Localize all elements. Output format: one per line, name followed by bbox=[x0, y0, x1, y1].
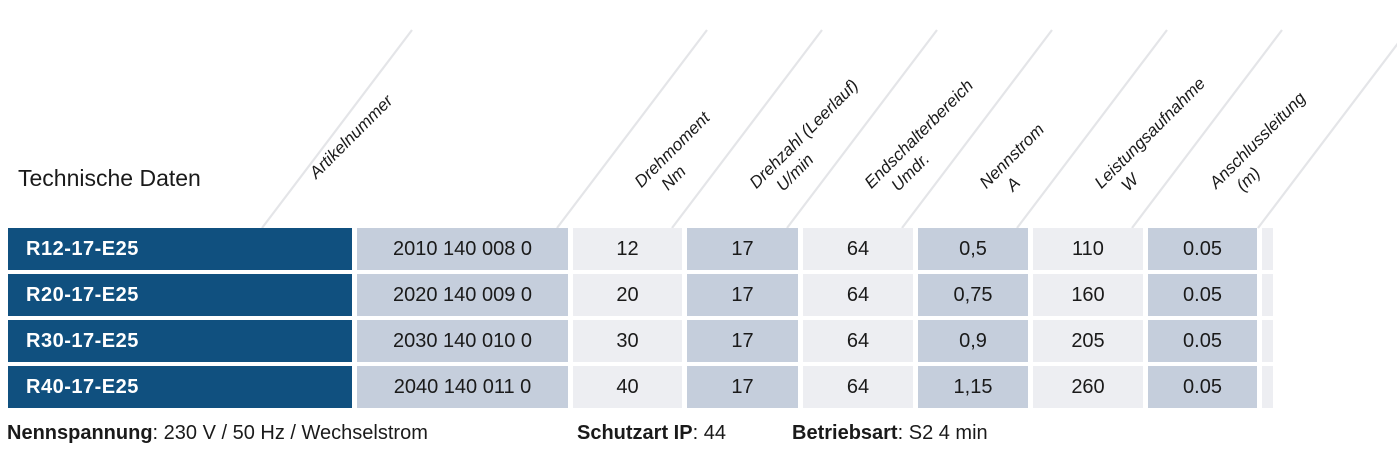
diagonal-separator-line bbox=[1016, 29, 1168, 229]
spacer-cell bbox=[1262, 274, 1273, 316]
data-cell: 30 bbox=[573, 320, 682, 362]
data-cell: 17 bbox=[687, 320, 798, 362]
diagonal-separator-line bbox=[556, 29, 708, 229]
footer-label: Schutzart IP bbox=[577, 422, 693, 444]
footer-separator: : bbox=[897, 422, 909, 444]
model-cell: R30-17-E25 bbox=[8, 320, 352, 362]
data-cell: 2010 140 008 0 bbox=[357, 228, 568, 270]
data-cell: 0.05 bbox=[1148, 274, 1257, 316]
data-cell: 2020 140 009 0 bbox=[357, 274, 568, 316]
data-cell: 0,75 bbox=[918, 274, 1028, 316]
header-diagonal-separators bbox=[261, 29, 1397, 229]
footer-nennspannung: Nennspannung: 230 V / 50 Hz / Wechselstr… bbox=[7, 421, 428, 445]
model-cell: R20-17-E25 bbox=[8, 274, 352, 316]
data-cell: 0,5 bbox=[918, 228, 1028, 270]
diagonal-separator-line bbox=[1257, 42, 1397, 229]
data-cell: 20 bbox=[573, 274, 682, 316]
data-cell: 17 bbox=[687, 228, 798, 270]
data-cell: 1,15 bbox=[918, 366, 1028, 408]
diagonal-separator-line bbox=[901, 29, 1053, 229]
footer-value: 44 bbox=[703, 422, 726, 444]
technical-data-table: R12-17-E25 2010 140 008 0 12 17 64 0,5 110 0.05… bbox=[8, 228, 1273, 408]
diagonal-separator-line bbox=[1131, 29, 1283, 229]
spacer-cell bbox=[1262, 366, 1273, 408]
data-cell: 17 bbox=[687, 366, 798, 408]
footer-schutzart-ip: Schutzart IP: 44 bbox=[577, 421, 726, 445]
data-cell: 2030 140 010 0 bbox=[357, 320, 568, 362]
spacer-cell bbox=[1262, 320, 1273, 362]
footer-label: Betriebsart bbox=[792, 422, 898, 444]
footer-label: Nennspannung bbox=[7, 422, 153, 444]
data-cell: 0.05 bbox=[1148, 228, 1257, 270]
model-cell: R40-17-E25 bbox=[8, 366, 352, 408]
page-title: Technische Daten bbox=[18, 165, 201, 191]
data-cell: 110 bbox=[1033, 228, 1143, 270]
data-cell: 0.05 bbox=[1148, 320, 1257, 362]
model-cell: R12-17-E25 bbox=[8, 228, 352, 270]
data-cell: 205 bbox=[1033, 320, 1143, 362]
footer-separator: : bbox=[152, 422, 164, 444]
diagonal-separator-line bbox=[671, 29, 823, 229]
footer-betriebsart: Betriebsart: S2 4 min bbox=[792, 421, 988, 445]
data-cell: 2040 140 011 0 bbox=[357, 366, 568, 408]
data-cell: 64 bbox=[803, 274, 913, 316]
data-cell: 64 bbox=[803, 366, 913, 408]
data-cell: 160 bbox=[1033, 274, 1143, 316]
diagonal-separator-line bbox=[786, 29, 938, 229]
data-cell: 17 bbox=[687, 274, 798, 316]
data-cell: 12 bbox=[573, 228, 682, 270]
footer-value: S2 4 min bbox=[908, 422, 988, 444]
spacer-cell bbox=[1262, 228, 1273, 270]
data-cell: 64 bbox=[803, 320, 913, 362]
data-cell: 260 bbox=[1033, 366, 1143, 408]
diagonal-separator-line bbox=[261, 29, 413, 229]
data-cell: 64 bbox=[803, 228, 913, 270]
data-cell: 40 bbox=[573, 366, 682, 408]
footer-separator: : bbox=[692, 422, 704, 444]
data-cell: 0.05 bbox=[1148, 366, 1257, 408]
data-cell: 0,9 bbox=[918, 320, 1028, 362]
footer-value: 230 V / 50 Hz / Wechselstrom bbox=[163, 422, 428, 444]
